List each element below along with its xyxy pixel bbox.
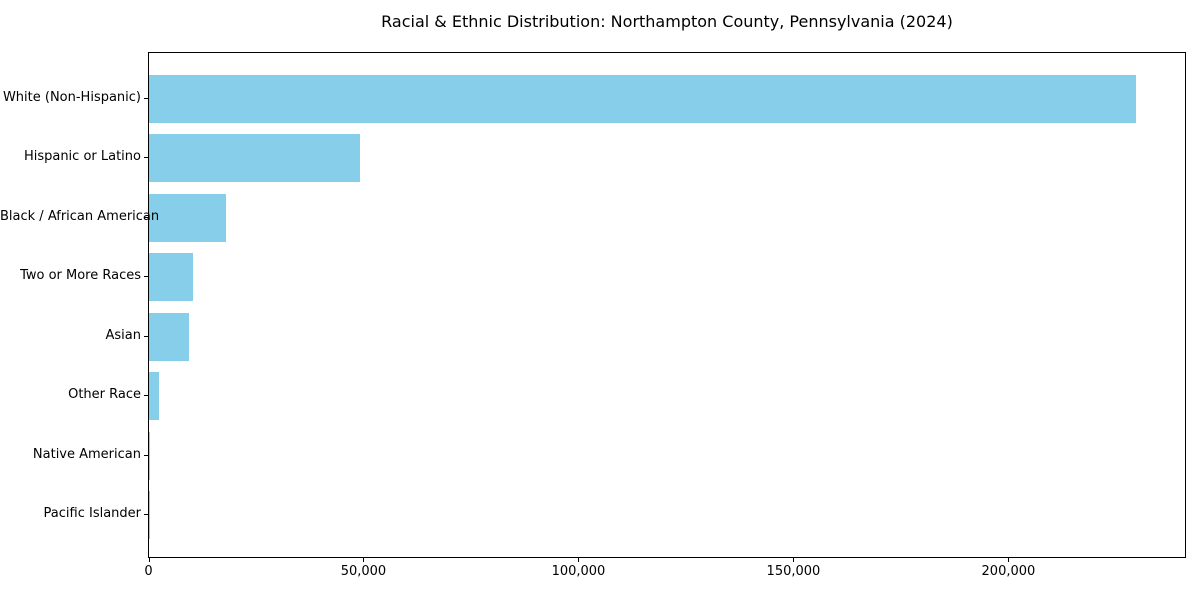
bar-black-african-american — [149, 193, 226, 242]
x-tick-mark — [578, 558, 580, 562]
y-tick-mark — [144, 454, 148, 456]
bar-hispanic-or-latino — [149, 134, 360, 182]
chart-title: Racial & Ethnic Distribution: Northampto… — [381, 12, 953, 31]
y-tick-label: White (Non-Hispanic) — [2, 89, 141, 105]
bar-white-non-hispanic — [149, 74, 1136, 123]
y-tick-mark — [144, 335, 148, 337]
y-tick-label: Hispanic or Latino — [23, 149, 141, 164]
bar-two-or-more-races — [149, 253, 194, 301]
y-tick-label: Pacific Islander — [43, 506, 141, 521]
x-tick-mark — [148, 558, 150, 562]
x-tick-label: 100,000 — [551, 564, 606, 579]
y-tick-mark — [144, 216, 148, 218]
x-tick-label: 50,000 — [340, 564, 387, 579]
x-tick-mark — [793, 558, 795, 562]
y-tick-mark — [144, 97, 148, 99]
y-tick-label: Black / African American — [0, 208, 160, 224]
y-tick-mark — [144, 276, 148, 277]
x-tick-label: 200,000 — [981, 564, 1036, 579]
bar-other-race — [149, 372, 159, 420]
y-tick-mark — [144, 157, 148, 158]
y-tick-label: Other Race — [68, 387, 141, 402]
y-tick-label: Two or More Races — [20, 268, 141, 283]
y-tick-mark — [144, 395, 148, 396]
bar-asian — [149, 312, 190, 361]
y-tick-label: Asian — [105, 327, 141, 343]
x-tick-mark — [1008, 558, 1010, 562]
y-tick-label: Native American — [32, 446, 141, 462]
plot-area — [148, 52, 1186, 558]
x-tick-mark — [363, 558, 365, 562]
x-tick-label: 150,000 — [766, 564, 821, 579]
x-tick-label: 0 — [144, 564, 153, 579]
y-tick-mark — [144, 514, 148, 515]
